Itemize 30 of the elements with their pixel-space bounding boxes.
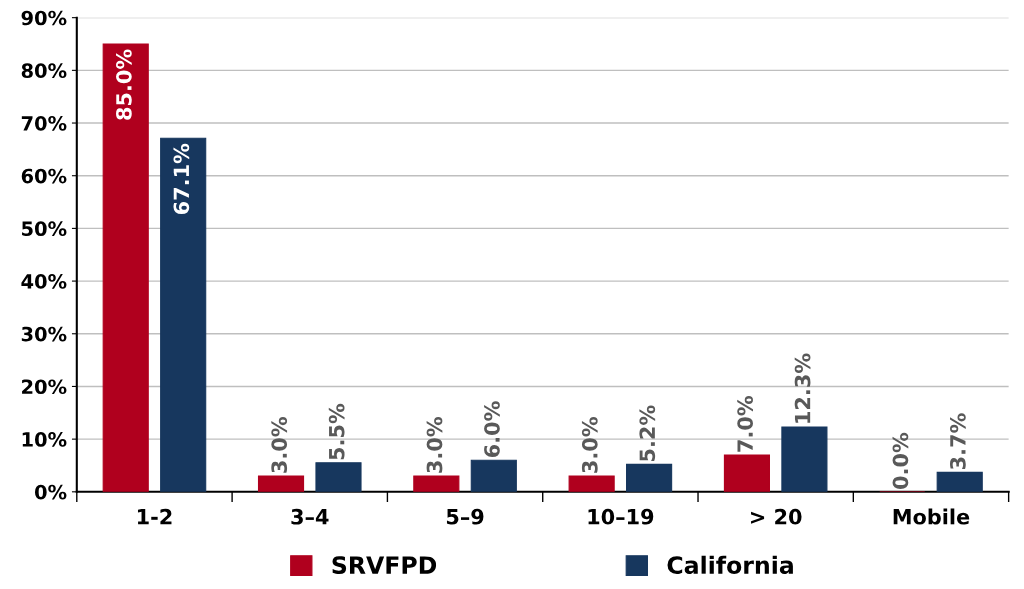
x-tick-label: Mobile <box>893 508 970 525</box>
data-label: 6.0% <box>484 401 500 458</box>
x-tick-label: 10–19 <box>588 508 654 525</box>
y-tick-label: 50% <box>22 221 67 237</box>
y-tick-label: 40% <box>21 274 67 289</box>
data-label: 5.5% <box>328 403 345 460</box>
data-label: 67.1% <box>173 143 190 215</box>
data-label: 7.0% <box>737 395 753 452</box>
x-tick-label: 5–9 <box>446 508 484 525</box>
y-tick-label: 30% <box>21 326 67 342</box>
data-label: 3.0% <box>271 417 288 473</box>
legend-label: SRVFPD <box>332 556 437 575</box>
x-tick-label: 1-2 <box>137 508 172 525</box>
data-label: 3.0% <box>581 417 598 473</box>
y-tick-label: 20% <box>22 379 67 395</box>
y-tick-label: 0% <box>34 484 67 500</box>
data-label: 85.0% <box>116 49 132 120</box>
y-tick-label: 90% <box>21 10 67 26</box>
y-tick-label: 60% <box>21 168 67 184</box>
data-label: 3.0% <box>426 417 443 473</box>
data-label: 12.3% <box>794 353 811 423</box>
x-tick-label: > 20 <box>751 508 802 525</box>
y-tick-label: 70% <box>21 115 67 131</box>
data-label: 5.2% <box>639 405 656 461</box>
legend-label: California <box>667 555 793 575</box>
y-tick-label: 10% <box>22 432 67 447</box>
data-label: 0.0% <box>892 432 909 489</box>
y-tick-label: 80% <box>21 63 67 79</box>
x-tick-label: 3–4 <box>291 508 329 525</box>
data-label: 3.7% <box>950 413 966 470</box>
